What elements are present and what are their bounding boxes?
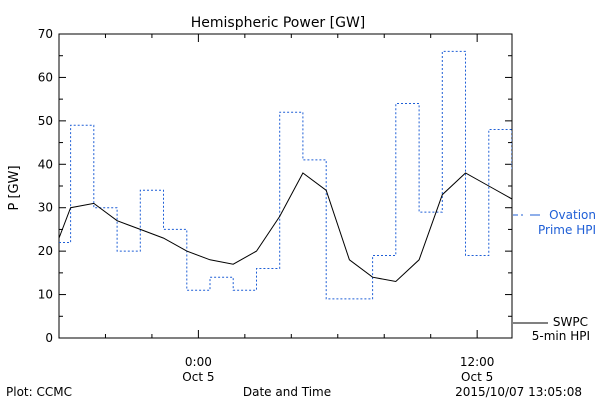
x-axis-label: Date and Time	[243, 385, 331, 399]
legend-ovation-label: Prime HPI	[538, 223, 596, 237]
swpc-series-line	[59, 172, 512, 283]
footer-timestamp: 2015/10/07 13:05:08	[455, 385, 582, 399]
legend-swpc-label: SWPC	[553, 315, 588, 329]
legend-ovation-label: Ovation	[549, 208, 596, 222]
y-tick-label: 30	[38, 201, 53, 215]
y-axis-ticks: 0 10 20 30 40 50 60 70	[38, 27, 512, 345]
y-tick-label: 70	[38, 27, 53, 41]
footer-plot-credit: Plot: CCMC	[6, 385, 72, 399]
legend-swpc-label: 5-min HPI	[532, 329, 590, 343]
x-tick-label-date: Oct 5	[461, 370, 493, 384]
y-tick-label: 10	[38, 288, 53, 302]
x-tick-label-time: 12:00	[460, 355, 495, 369]
y-tick-label: 50	[38, 114, 53, 128]
chart-title: Hemispheric Power [GW]	[191, 15, 366, 31]
y-axis-label: P [GW]	[7, 165, 22, 210]
x-tick-label-time: 0:00	[185, 355, 212, 369]
x-tick-label-date: Oct 5	[182, 370, 214, 384]
y-tick-label: 60	[38, 70, 53, 84]
ovation-prime-series-line	[59, 50, 512, 300]
y-tick-label: 40	[38, 157, 53, 171]
plot-frame	[58, 33, 513, 339]
y-tick-label: 0	[45, 331, 53, 345]
y-tick-label: 20	[38, 244, 53, 258]
